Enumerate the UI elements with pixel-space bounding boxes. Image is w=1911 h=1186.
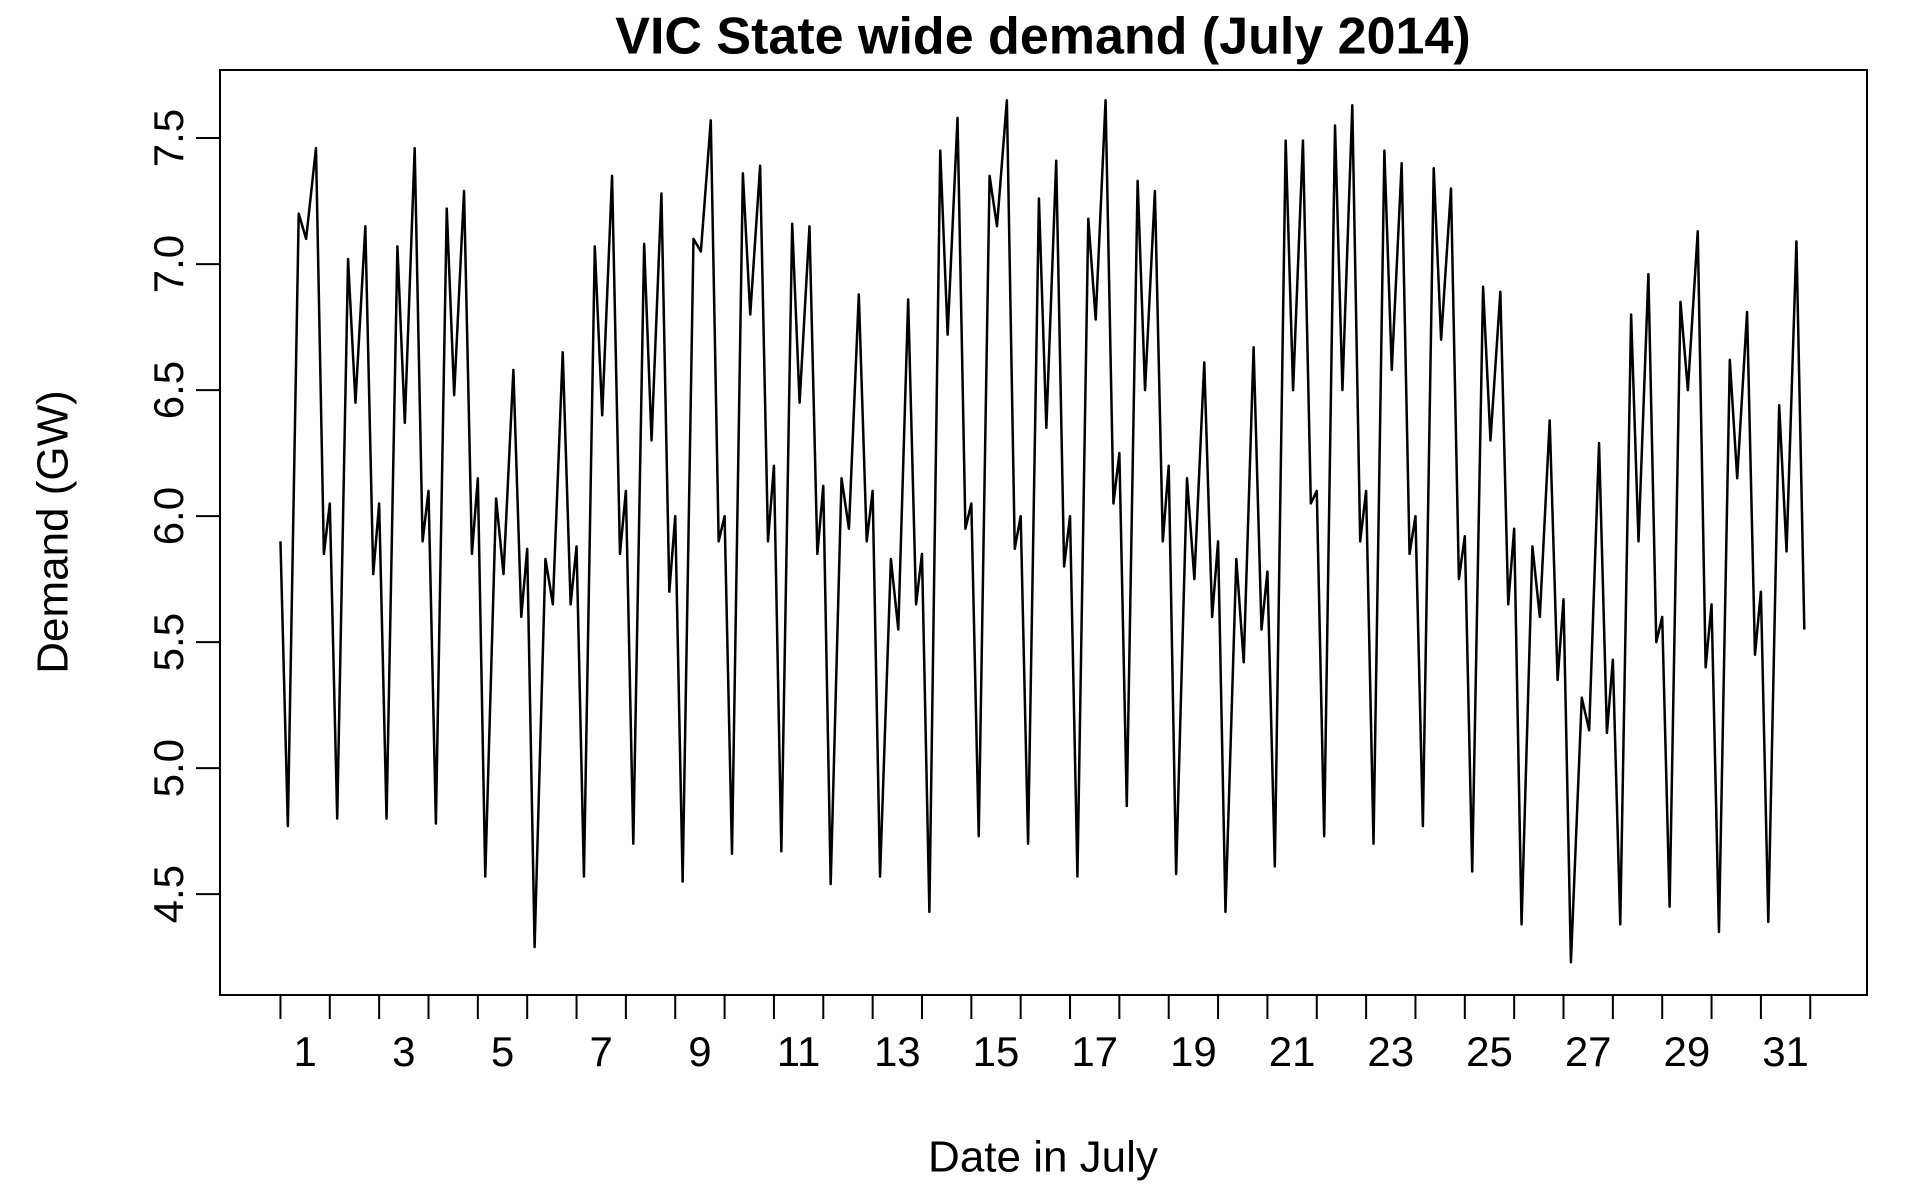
demand-line <box>279 99 1806 964</box>
y-tick-label: 5.0 <box>145 739 192 797</box>
x-tick-label: 11 <box>777 1028 821 1075</box>
x-tick-label: 7 <box>590 1028 613 1075</box>
x-tick-label: 27 <box>1565 1028 1612 1075</box>
plot-box <box>219 69 1868 996</box>
x-tick-label: 31 <box>1762 1028 1809 1075</box>
x-tick-label: 9 <box>688 1028 711 1075</box>
y-tick-label: 5.5 <box>145 613 192 671</box>
y-tick-label: 6.5 <box>145 361 192 419</box>
y-tick-label: 7.5 <box>145 109 192 167</box>
x-tick-label: 23 <box>1367 1028 1414 1075</box>
x-tick-label: 29 <box>1664 1028 1711 1075</box>
y-tick-label: 4.5 <box>145 865 192 923</box>
x-tick-label: 25 <box>1466 1028 1513 1075</box>
x-tick-label: 17 <box>1071 1028 1118 1075</box>
x-tick-label: 3 <box>392 1028 415 1075</box>
x-tick-label: 15 <box>973 1028 1020 1075</box>
y-axis-label: Demand (GW) <box>29 390 78 674</box>
x-tick-label: 21 <box>1269 1028 1316 1075</box>
x-tick-label: 19 <box>1170 1028 1217 1075</box>
x-axis-label: Date in July <box>928 1133 1158 1181</box>
x-tick-label: 1 <box>293 1028 316 1075</box>
chart-title: VIC State wide demand (July 2014) <box>615 8 1470 66</box>
y-tick-label: 6.0 <box>145 487 192 545</box>
x-tick-label: 13 <box>874 1028 921 1075</box>
y-tick-label: 7.0 <box>145 235 192 293</box>
x-tick-label: 5 <box>491 1028 514 1075</box>
